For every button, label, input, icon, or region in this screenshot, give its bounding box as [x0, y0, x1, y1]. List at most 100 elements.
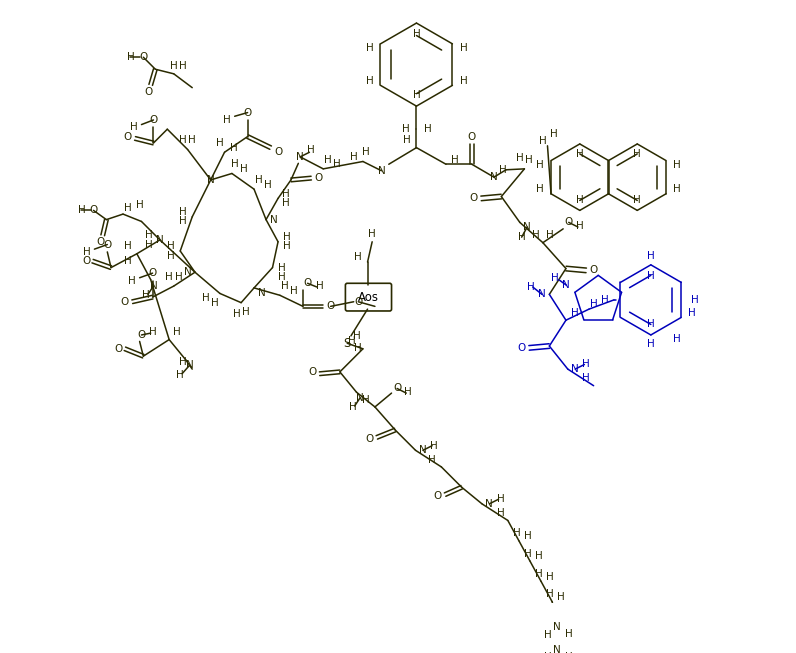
Text: H: H	[539, 136, 547, 146]
Text: H: H	[673, 334, 681, 344]
Text: H: H	[423, 124, 431, 134]
Text: H: H	[354, 343, 362, 353]
Text: O: O	[244, 108, 252, 118]
Text: H: H	[459, 76, 467, 86]
Text: H: H	[517, 232, 525, 242]
Text: H: H	[634, 195, 641, 205]
Text: N: N	[357, 392, 364, 403]
Text: O: O	[139, 52, 147, 62]
Text: O: O	[308, 367, 316, 377]
Text: H: H	[546, 572, 554, 582]
Text: H: H	[525, 549, 532, 559]
Text: N: N	[207, 175, 215, 185]
Text: H: H	[536, 184, 544, 194]
Text: H: H	[647, 251, 655, 261]
Text: H: H	[167, 251, 175, 261]
Text: O: O	[115, 344, 123, 354]
Text: H: H	[232, 309, 240, 319]
Text: H: H	[283, 232, 291, 242]
Text: H: H	[513, 528, 521, 538]
Text: O: O	[121, 296, 129, 307]
Text: N: N	[490, 172, 498, 182]
Text: H: H	[255, 175, 263, 185]
Text: H: H	[127, 52, 135, 62]
Text: H: H	[412, 90, 420, 100]
Text: O: O	[82, 256, 90, 266]
Text: O: O	[434, 492, 442, 502]
Text: H: H	[145, 231, 153, 240]
Text: H: H	[179, 135, 187, 145]
Text: H: H	[535, 569, 543, 579]
Text: N: N	[258, 287, 265, 298]
Text: H: H	[362, 394, 369, 405]
Text: H: H	[136, 200, 143, 210]
FancyBboxPatch shape	[345, 283, 392, 311]
Text: H: H	[428, 454, 436, 464]
Text: H: H	[167, 242, 175, 251]
Text: H: H	[565, 629, 572, 639]
Text: H: H	[572, 308, 579, 318]
Text: H: H	[576, 221, 583, 231]
Text: H: H	[430, 441, 438, 451]
Text: O: O	[303, 278, 312, 288]
Text: H: H	[349, 402, 357, 412]
Text: Aos: Aos	[358, 291, 379, 304]
Text: H: H	[497, 508, 505, 518]
Text: H: H	[499, 165, 507, 175]
Text: N: N	[523, 222, 531, 232]
Text: H: H	[202, 293, 210, 303]
Text: H: H	[123, 256, 131, 266]
Text: O: O	[138, 330, 146, 340]
Text: H: H	[123, 202, 131, 213]
Text: O: O	[103, 240, 111, 249]
Text: O: O	[470, 193, 478, 203]
Text: N: N	[553, 622, 560, 633]
Text: H: H	[532, 231, 540, 240]
Text: H: H	[290, 285, 298, 296]
Text: H: H	[689, 308, 696, 318]
Text: H: H	[535, 551, 543, 562]
Text: H: H	[142, 291, 150, 300]
Text: N: N	[553, 645, 560, 653]
Text: H: H	[583, 360, 590, 370]
Text: H: H	[149, 327, 157, 337]
Text: H: H	[647, 271, 655, 281]
Text: H: H	[179, 357, 187, 367]
Text: O: O	[148, 268, 157, 278]
Text: H: H	[365, 76, 373, 86]
Text: O: O	[314, 173, 322, 183]
Text: H: H	[673, 160, 681, 170]
Text: H: H	[647, 319, 655, 329]
Text: H: H	[242, 307, 250, 317]
Text: H: H	[401, 124, 409, 134]
Text: O: O	[365, 434, 373, 444]
Text: H: H	[354, 251, 362, 262]
Text: N: N	[419, 445, 427, 455]
Text: H: H	[404, 135, 411, 145]
Text: O: O	[89, 206, 98, 215]
Text: H: H	[316, 281, 323, 291]
Text: O: O	[123, 131, 132, 142]
Text: H: H	[673, 184, 681, 194]
Text: H: H	[576, 149, 583, 159]
Text: H: H	[78, 206, 85, 215]
Text: S: S	[344, 337, 351, 350]
Text: N: N	[156, 235, 164, 245]
Text: O: O	[326, 302, 335, 311]
Text: H: H	[179, 207, 187, 217]
Text: H: H	[240, 164, 248, 174]
Text: O: O	[145, 88, 153, 97]
Text: N: N	[563, 280, 570, 290]
Text: H: H	[634, 149, 641, 159]
Text: H: H	[189, 135, 196, 145]
Text: H: H	[536, 160, 544, 170]
Text: O: O	[274, 148, 282, 157]
Text: N: N	[572, 364, 579, 374]
Text: H: H	[565, 652, 572, 653]
Text: H: H	[590, 298, 598, 309]
Text: H: H	[583, 374, 590, 383]
Text: H: H	[174, 272, 182, 282]
Text: H: H	[353, 331, 361, 341]
Text: H: H	[334, 159, 341, 169]
Text: H: H	[145, 240, 153, 249]
